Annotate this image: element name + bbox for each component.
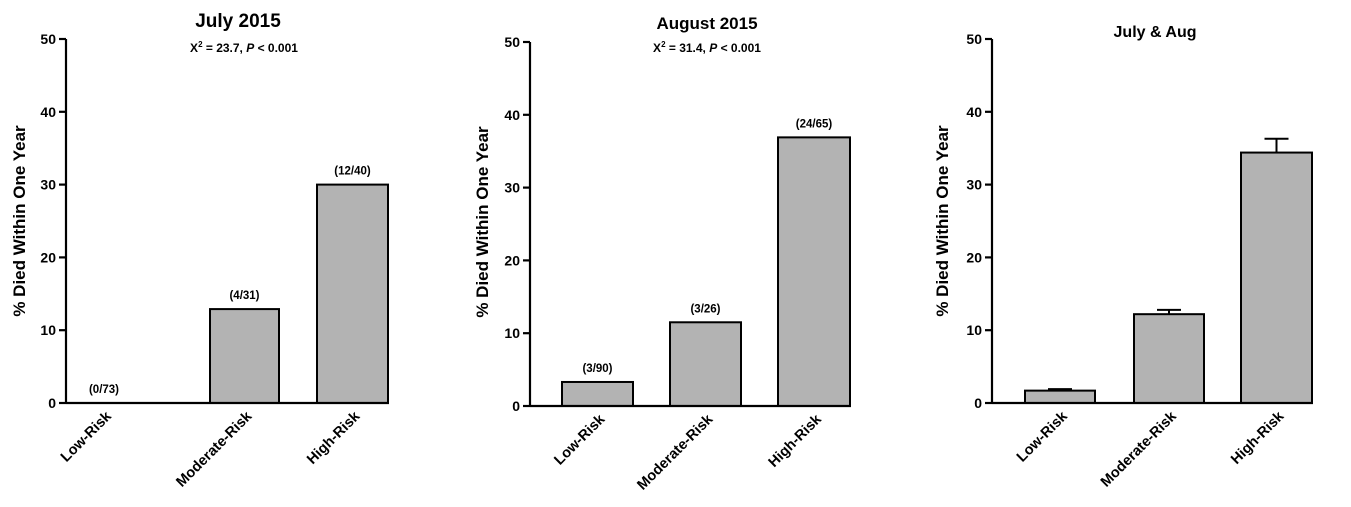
bar-high-risk — [316, 183, 389, 404]
x-tick-label: High-Risk — [1228, 408, 1288, 468]
data-label: (3/90) — [582, 363, 612, 375]
data-label: (0/73) — [89, 384, 119, 396]
y-tick-label: 0 — [974, 395, 982, 411]
y-tick-label: 50 — [40, 31, 56, 47]
bar-moderate-risk — [1133, 313, 1205, 404]
x-tick-label: Low-Risk — [551, 411, 609, 469]
bar-low-risk — [1024, 389, 1096, 404]
chi-superscript: 2 — [661, 40, 666, 49]
bar-moderate-risk — [669, 321, 742, 407]
x-tick-label: Moderate-Risk — [1098, 408, 1181, 491]
plot-area: (3/90) Low-Risk (3/26) Moderate-Risk (24/65)… — [504, 34, 851, 493]
y-tick-label: 50 — [504, 34, 520, 50]
x-tick-label: Low-Risk — [58, 408, 116, 466]
chart-title: August 2015 — [656, 14, 757, 33]
chi-value: = 31.4, — [666, 41, 710, 55]
y-tick-label: 0 — [512, 398, 520, 414]
x-tick-label: High-Risk — [766, 411, 826, 471]
y-tick-label: 20 — [966, 249, 982, 265]
y-axis-label: % Died Within One Year — [933, 125, 952, 317]
chart-title: July 2015 — [195, 11, 281, 32]
y-axis-label: % Died Within One Year — [10, 125, 29, 317]
bar-low-risk — [561, 380, 634, 408]
chi-superscript: 2 — [198, 40, 203, 49]
y-tick-label: 40 — [504, 107, 520, 123]
y-tick-label: 10 — [504, 325, 520, 341]
chi-label: X — [190, 41, 198, 55]
y-tick-label: 40 — [40, 104, 56, 120]
y-axis-label: % Died Within One Year — [473, 126, 492, 318]
chart-title: July & Aug — [1114, 24, 1197, 41]
chart-august-2015: August 2015 X2 = 31.4, P < 0.001 % Died … — [473, 14, 851, 493]
data-label: (24/65) — [796, 118, 833, 130]
x-tick-label: High-Risk — [304, 408, 364, 468]
p-value: < 0.001 — [717, 41, 761, 55]
p-label: P — [246, 41, 255, 55]
y-tick-label: 30 — [966, 177, 982, 193]
p-label: P — [709, 41, 718, 55]
chart-july-aug-combined: July & Aug % Died Within One Year Low-Ri… — [933, 24, 1313, 490]
y-tick-label: 40 — [966, 104, 982, 120]
y-tick-label: 30 — [40, 177, 56, 193]
data-label: (4/31) — [229, 290, 259, 302]
y-tick-label: 10 — [40, 322, 56, 338]
plot-area: Low-Risk Moderate-Risk High-Risk 0 10 20 30 40 5… — [966, 31, 1313, 490]
bar-high-risk — [1240, 151, 1313, 404]
chart-stat-annotation: X2 = 23.7, P < 0.001 — [190, 40, 298, 55]
y-tick-label: 20 — [40, 249, 56, 265]
chi-label: X — [653, 41, 661, 55]
chart-stat-annotation: X2 = 31.4, P < 0.001 — [653, 40, 761, 55]
data-label: (12/40) — [334, 166, 371, 178]
y-tick-label: 20 — [504, 252, 520, 268]
chart-july-2015: July 2015 X2 = 23.7, P < 0.001 % Died Wi… — [10, 11, 389, 490]
y-tick-label: 10 — [966, 322, 982, 338]
plot-area: (0/73) Low-Risk (4/31) Moderate-Risk (12/40)… — [40, 31, 389, 490]
x-tick-label: Moderate-Risk — [634, 411, 717, 494]
y-tick-label: 50 — [966, 31, 982, 47]
bar-moderate-risk — [209, 308, 280, 405]
x-tick-label: Moderate-Risk — [173, 408, 256, 491]
y-tick-label: 30 — [504, 180, 520, 196]
chi-value: = 23.7, — [203, 41, 247, 55]
data-label: (3/26) — [690, 303, 720, 315]
y-tick-label: 0 — [48, 395, 56, 411]
x-tick-label: Low-Risk — [1014, 408, 1072, 466]
bar-high-risk — [777, 136, 851, 407]
p-value: < 0.001 — [254, 41, 298, 55]
